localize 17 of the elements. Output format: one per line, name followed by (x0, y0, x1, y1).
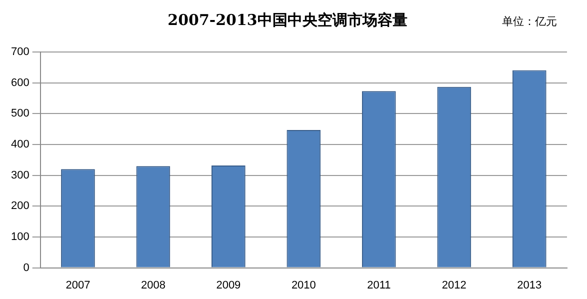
chart-title: 2007-2013中国中央空调市场容量 (168, 10, 408, 29)
y-tick-label: 0 (23, 262, 30, 274)
x-tick-label: 2012 (442, 279, 466, 292)
y-tick-label: 200 (10, 200, 30, 212)
y-tick-label: 300 (10, 169, 30, 182)
y-tick-label: 400 (10, 138, 30, 151)
text: 单位：亿元 (502, 14, 557, 29)
y-tick-label: 700 (10, 46, 30, 58)
x-tick-label: 2008 (140, 279, 166, 292)
y-tick-label: 600 (10, 76, 30, 89)
x-tick-label: 2010 (291, 279, 316, 292)
y-tick-label: 100 (10, 231, 30, 244)
x-tick-label: 2007 (66, 279, 90, 292)
x-tick-label: 2013 (517, 279, 542, 292)
x-tick-label: 2009 (216, 279, 241, 292)
x-tick-label: 2011 (367, 279, 391, 292)
y-tick-label: 500 (10, 108, 30, 120)
